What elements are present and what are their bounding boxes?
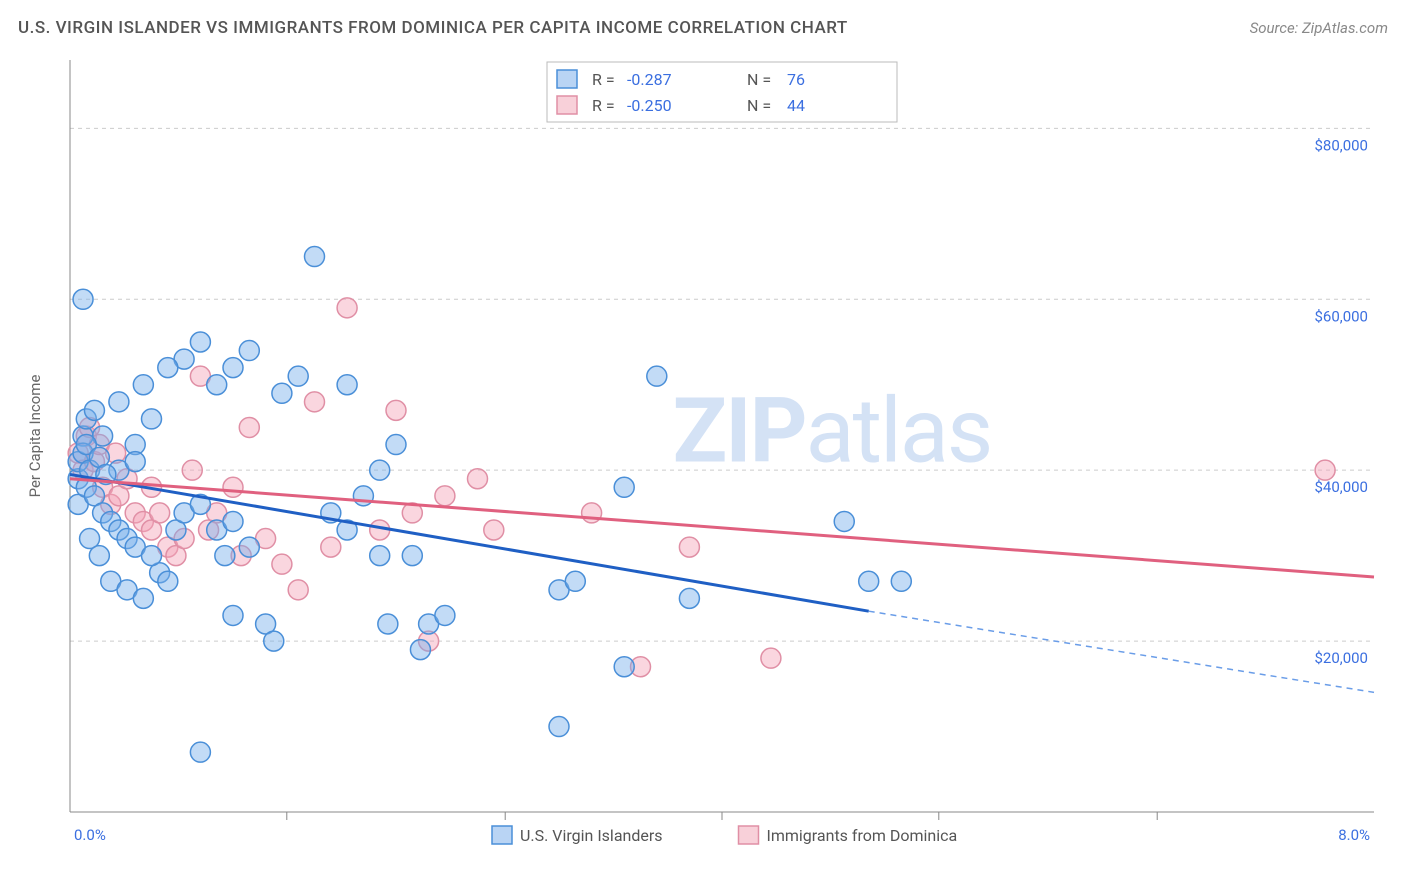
blue-point [264, 631, 284, 651]
blue-point [133, 375, 153, 395]
bottom-legend-label: U.S. Virgin Islanders [520, 826, 663, 845]
pink-point [305, 392, 325, 412]
blue-point [125, 452, 145, 472]
blue-point [239, 341, 259, 361]
pink-point [337, 298, 357, 318]
legend-n-value: 76 [787, 70, 805, 89]
legend-swatch [557, 70, 577, 88]
pink-point [223, 477, 243, 497]
bottom-legend-swatch [739, 826, 759, 844]
y-tick-label: $40,000 [1314, 478, 1368, 496]
blue-point [142, 546, 162, 566]
blue-point [190, 742, 210, 762]
blue-point [142, 409, 162, 429]
blue-point [834, 511, 854, 531]
blue-point [190, 332, 210, 352]
y-axis-label: Per Capita Income [26, 375, 44, 498]
blue-point [859, 571, 879, 591]
blue-point [73, 289, 93, 309]
trend-line-blue-dash [869, 611, 1374, 692]
blue-point [679, 588, 699, 608]
blue-point [89, 546, 109, 566]
blue-point [109, 392, 129, 412]
blue-point [378, 614, 398, 634]
x-tick-label: 0.0% [74, 826, 106, 844]
blue-point [435, 605, 455, 625]
pink-point [150, 503, 170, 523]
legend-r-value: -0.250 [627, 96, 672, 115]
legend-n-label: N = [747, 96, 771, 115]
chart-title: U.S. VIRGIN ISLANDER VS IMMIGRANTS FROM … [18, 18, 848, 38]
pink-point [484, 520, 504, 540]
legend-n-label: N = [747, 70, 771, 89]
pink-point [386, 400, 406, 420]
legend-r-label: R = [592, 70, 615, 89]
pink-point [288, 580, 308, 600]
blue-point [133, 588, 153, 608]
bottom-legend-swatch [492, 826, 512, 844]
pink-point [239, 417, 259, 437]
pink-point [182, 460, 202, 480]
pink-point [468, 469, 488, 489]
blue-point [305, 247, 325, 267]
blue-point [337, 375, 357, 395]
blue-point [223, 605, 243, 625]
blue-point [370, 546, 390, 566]
blue-point [207, 375, 227, 395]
legend-r-label: R = [592, 96, 615, 115]
blue-point [370, 460, 390, 480]
legend-r-value: -0.287 [627, 70, 672, 89]
blue-point [549, 717, 569, 737]
blue-point [84, 400, 104, 420]
blue-point [223, 511, 243, 531]
legend-swatch [557, 96, 577, 114]
y-tick-label: $20,000 [1314, 649, 1368, 667]
blue-point [272, 383, 292, 403]
chart-container: $20,000 $40,000 $60,000 $80,000 ZIPatlas 0.0%… [18, 52, 1388, 862]
pink-point [679, 537, 699, 557]
y-tick-label: $80,000 [1314, 136, 1368, 154]
legend-n-value: 44 [787, 96, 805, 115]
blue-point [215, 546, 235, 566]
blue-point [647, 366, 667, 386]
blue-point [565, 571, 585, 591]
blue-point [288, 366, 308, 386]
watermark: ZIPatlas [673, 379, 992, 484]
bottom-legend-label: Immigrants from Dominica [767, 826, 958, 845]
x-tick-label: 8.0% [1338, 826, 1370, 844]
scatter-chart: $20,000 $40,000 $60,000 $80,000 ZIPatlas 0.0%… [18, 52, 1388, 862]
blue-point [410, 640, 430, 660]
pink-point [1315, 460, 1335, 480]
blue-point [158, 571, 178, 591]
blue-point [223, 358, 243, 378]
blue-point [614, 657, 634, 677]
blue-point [158, 358, 178, 378]
blue-point [386, 435, 406, 455]
blue-point [239, 537, 259, 557]
blue-point [614, 477, 634, 497]
pink-point [435, 486, 455, 506]
pink-point [321, 537, 341, 557]
chart-source: Source: ZipAtlas.com [1250, 19, 1388, 37]
pink-point [761, 648, 781, 668]
blue-point [891, 571, 911, 591]
pink-point [272, 554, 292, 574]
blue-point [402, 546, 422, 566]
y-tick-label: $60,000 [1314, 307, 1368, 325]
